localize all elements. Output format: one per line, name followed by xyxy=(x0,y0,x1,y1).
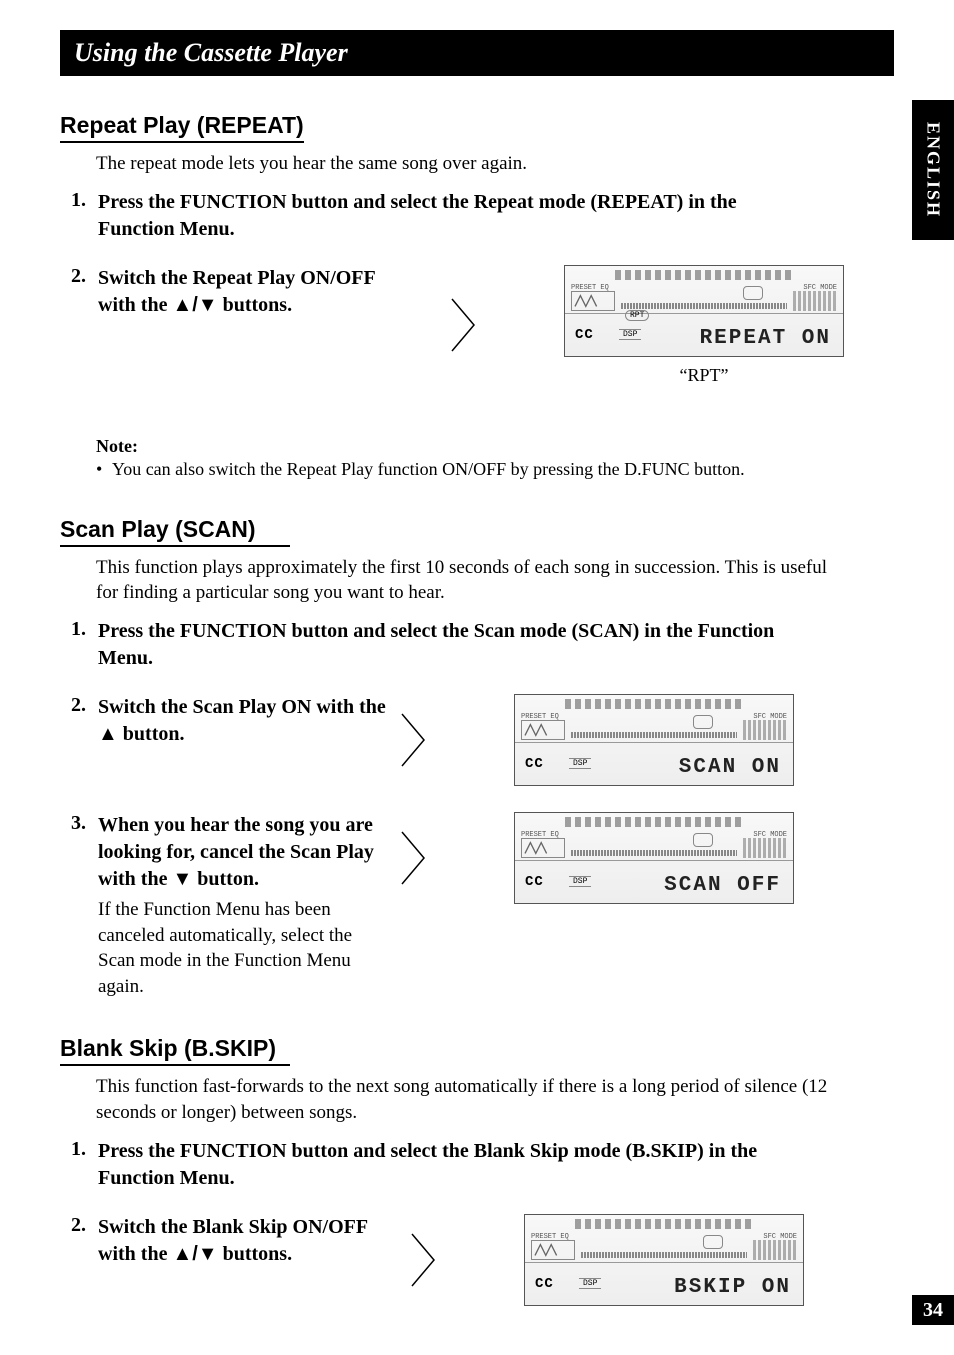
step-number: 2. xyxy=(60,265,86,288)
step-text: Switch the Scan Play ON with the ▲ butto… xyxy=(98,694,388,748)
updown-icon: ▲/▼ xyxy=(172,1243,217,1265)
display-bskip: PRESET EQ SFC MODE CC DSP BSKIP ON xyxy=(474,1214,854,1306)
step-bskip-2: 2. Switch the Blank Skip ON/OFF with the… xyxy=(60,1214,894,1306)
section-title-scan: Scan Play (SCAN) xyxy=(60,516,290,547)
display-main-text: REPEAT ON xyxy=(700,327,831,350)
bullet-icon: • xyxy=(96,459,112,480)
step-repeat-1: 1. Press the FUNCTION button and select … xyxy=(60,189,894,243)
pointer-icon xyxy=(408,1230,438,1290)
display-cc: CC xyxy=(535,1276,565,1292)
display-cc: CC xyxy=(525,874,555,890)
language-tab: ENGLISH xyxy=(912,100,954,240)
language-label: ENGLISH xyxy=(923,122,944,218)
page-number: 34 xyxy=(912,1295,954,1325)
step-number: 3. xyxy=(60,812,86,835)
step-number: 1. xyxy=(60,618,86,641)
display-cc: CC xyxy=(575,327,605,343)
display-dsp: DSP xyxy=(619,329,641,340)
step-text: Switch the Blank Skip ON/OFF with the ▲/… xyxy=(98,1214,398,1268)
step-subtext: If the Function Menu has been canceled a… xyxy=(98,897,388,1000)
section-bskip: Blank Skip (B.SKIP) This function fast-f… xyxy=(60,1035,894,1305)
display-main-text: BSKIP ON xyxy=(674,1276,791,1299)
display-dsp: DSP xyxy=(569,876,591,887)
display-main-text: SCAN OFF xyxy=(664,874,781,897)
display-caption: “RPT” xyxy=(564,365,844,386)
step-text: Press the FUNCTION button and select the… xyxy=(98,1138,818,1192)
chapter-title-bar: Using the Cassette Player xyxy=(60,30,894,76)
display-scan-on: PRESET EQ SFC MODE CC DSP SCAN ON xyxy=(464,694,844,786)
section-repeat: Repeat Play (REPEAT) The repeat mode let… xyxy=(60,112,894,480)
section-title-repeat: Repeat Play (REPEAT) xyxy=(60,112,304,143)
display-main-text: SCAN ON xyxy=(679,756,781,779)
note-repeat: Note: • You can also switch the Repeat P… xyxy=(96,436,894,480)
step-text: Press the FUNCTION button and select the… xyxy=(98,618,818,672)
updown-icon: ▲/▼ xyxy=(172,294,217,316)
pointer-icon xyxy=(398,710,428,770)
down-icon: ▼ xyxy=(172,868,192,890)
step-text: Press the FUNCTION button and select the… xyxy=(98,189,818,243)
step-text: When you hear the song you are looking f… xyxy=(98,812,388,893)
section-scan: Scan Play (SCAN) This function plays app… xyxy=(60,516,894,1000)
note-label: Note: xyxy=(96,436,894,457)
step-scan-2: 2. Switch the Scan Play ON with the ▲ bu… xyxy=(60,694,894,786)
display-rpt-tag: RPT xyxy=(625,310,649,321)
display-scan-off: PRESET EQ SFC MODE CC DSP SCAN OFF xyxy=(464,812,844,904)
step-repeat-2: 2. Switch the Repeat Play ON/OFF with th… xyxy=(60,265,894,386)
up-icon: ▲ xyxy=(98,723,118,745)
step-number: 2. xyxy=(60,1214,86,1237)
intro-bskip: This function fast-forwards to the next … xyxy=(96,1074,836,1125)
intro-repeat: The repeat mode lets you hear the same s… xyxy=(96,151,836,177)
step-bskip-1: 1. Press the FUNCTION button and select … xyxy=(60,1138,894,1192)
step-number: 1. xyxy=(60,189,86,212)
note-text: You can also switch the Repeat Play func… xyxy=(112,459,745,480)
pointer-icon xyxy=(448,295,478,355)
step-scan-3: 3. When you hear the song you are lookin… xyxy=(60,812,894,1000)
display-cc: CC xyxy=(525,756,555,772)
step-scan-1: 1. Press the FUNCTION button and select … xyxy=(60,618,894,672)
step-number: 1. xyxy=(60,1138,86,1161)
display-dsp: DSP xyxy=(569,758,591,769)
step-text: Switch the Repeat Play ON/OFF with the ▲… xyxy=(98,265,408,319)
section-title-bskip: Blank Skip (B.SKIP) xyxy=(60,1035,290,1066)
pointer-icon xyxy=(398,828,428,888)
intro-scan: This function plays approximately the fi… xyxy=(96,555,836,606)
step-number: 2. xyxy=(60,694,86,717)
display-repeat: PRESET EQ SFC MODE CC RPT DSP xyxy=(514,265,894,386)
chapter-title: Using the Cassette Player xyxy=(74,38,348,67)
display-dsp: DSP xyxy=(579,1278,601,1289)
